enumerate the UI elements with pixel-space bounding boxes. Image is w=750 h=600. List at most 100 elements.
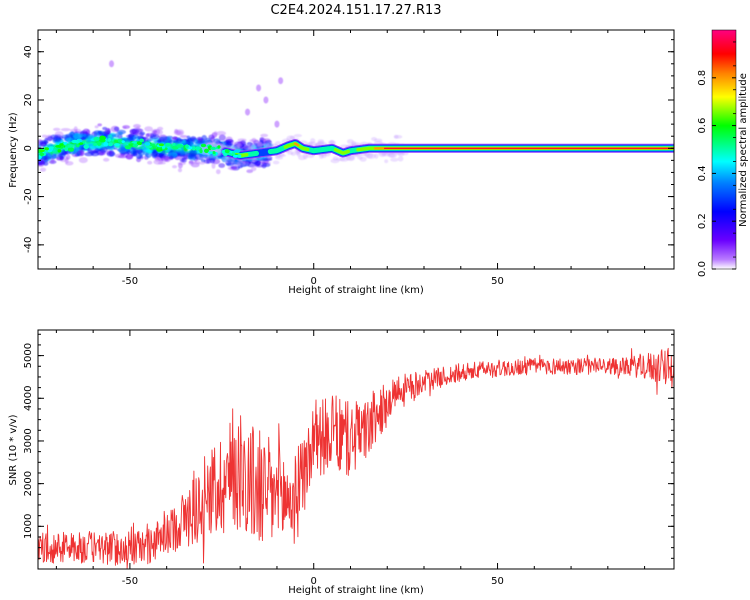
spectrogram-outlier (263, 96, 269, 104)
spectrogram-haze (332, 156, 339, 161)
spectrogram-blob (179, 135, 188, 138)
ridge-blob (199, 149, 203, 154)
ridge-blob (139, 138, 144, 143)
spectrogram-haze (221, 156, 231, 161)
colorbar-tick-label: 0.0 (697, 261, 708, 277)
spectrogram-blob (139, 131, 146, 136)
spectrogram-haze (201, 156, 210, 160)
spectrogram-blob (65, 154, 71, 160)
spectrogram-ylabel: Frequency (Hz) (8, 112, 19, 188)
ridge-blob (121, 140, 125, 144)
spectrogram-blob (73, 126, 78, 132)
spectrogram-haze (310, 138, 316, 144)
ridge-blob (204, 148, 209, 153)
x-tick-label: 50 (491, 276, 504, 287)
spectrogram-blob (154, 157, 161, 162)
ridge-blob (149, 143, 155, 147)
spectrogram-blob (237, 141, 246, 145)
ridge-blob (176, 144, 184, 148)
spectrogram-blob (194, 160, 201, 165)
colorbar-tick-label: 0.8 (697, 70, 708, 86)
spectrogram-blob (145, 149, 153, 153)
ridge-blob (132, 143, 139, 147)
ridge-blob (48, 146, 54, 150)
spectrogram-haze (357, 156, 363, 160)
spectrogram-blob (99, 146, 108, 153)
spectrogram-blob (176, 149, 185, 153)
spectrogram-blob (197, 137, 202, 141)
ridge-blob (39, 152, 44, 156)
y-tick-label: 4000 (23, 386, 34, 411)
snr-ticks: -50 0 50 1000 2000 3000 4000 5000 (23, 330, 674, 587)
ridge-band (293, 142, 300, 147)
spectrogram-outlier (245, 108, 251, 116)
spectrogram-blob (161, 149, 166, 156)
spectrogram-blob (103, 157, 110, 162)
spectrogram-blob (108, 134, 113, 139)
spectrogram-blob (160, 155, 170, 162)
spectrogram-haze (393, 134, 399, 139)
spectrogram-haze (287, 151, 294, 155)
y-tick-label: 3000 (23, 428, 34, 453)
y-tick-label: 1000 (23, 514, 34, 539)
spectrogram-blob (133, 150, 139, 154)
ridge-blob (192, 146, 196, 151)
ridge-blob (93, 136, 100, 142)
spectrogram-marks (38, 60, 674, 175)
ridge-blob (236, 154, 242, 158)
spectrogram-blob (254, 164, 265, 168)
spectrogram-blob (114, 133, 119, 138)
ridge-blob (164, 142, 171, 147)
spectrogram-blob (262, 158, 273, 162)
colorbar-ticks: 0.0 0.2 0.4 0.6 0.8 (697, 41, 736, 277)
y-tick-label: 0 (23, 145, 34, 151)
spectrogram-haze (321, 153, 327, 159)
spectrogram-blob (237, 138, 247, 142)
ridge-blob (67, 147, 75, 152)
spectrogram-haze (317, 139, 325, 144)
ridge-blob (210, 146, 216, 150)
x-tick-label: -50 (122, 276, 138, 287)
spectrogram-blob (168, 155, 174, 160)
spectrogram-scatter (38, 60, 409, 175)
spectrogram-blob (106, 150, 113, 156)
spectrogram-haze (351, 141, 357, 146)
ridge-blob (117, 138, 123, 143)
spectrogram-haze (237, 143, 243, 147)
spectrogram-blob (97, 123, 102, 127)
spectrogram-blob (213, 131, 218, 137)
spectrogram-blob (129, 128, 137, 134)
x-tick-label: 50 (491, 576, 504, 587)
ridge-blob (200, 143, 207, 148)
ridge-blob (57, 149, 62, 153)
spectrogram-haze (390, 157, 399, 162)
spectrogram-blob (218, 163, 226, 168)
spectrogram-haze (384, 159, 389, 164)
spectrogram-haze (346, 155, 356, 162)
spectrogram-blob (175, 129, 185, 136)
spectrogram-blob (76, 150, 81, 157)
spectrogram-haze (272, 160, 280, 165)
spectrogram-blob (200, 158, 206, 163)
ridge-blob (212, 151, 216, 154)
spectrogram-blob (194, 153, 204, 161)
spectrogram-haze (231, 161, 241, 167)
spectrogram-blob (186, 135, 191, 140)
spectrogram-haze (364, 152, 374, 159)
spectrogram-blob (177, 168, 183, 173)
spectrogram-haze (251, 157, 258, 162)
snr-ylabel: SNR (10 * v/v) (8, 414, 19, 485)
y-tick-label: 20 (23, 94, 34, 107)
ridge-blob (59, 143, 64, 146)
ridge-blob (217, 145, 221, 149)
spectrogram-blob (135, 152, 143, 160)
ridge-blob (99, 135, 106, 141)
spectrogram-blob (53, 127, 61, 131)
spectrogram-blob (216, 169, 221, 175)
ridge-blob (38, 149, 45, 153)
spectrogram-haze (248, 143, 256, 150)
ridge-blob (232, 154, 239, 158)
ridge-blob (145, 142, 151, 146)
spectrogram-haze (298, 154, 307, 161)
spectrogram-blob (249, 139, 259, 143)
